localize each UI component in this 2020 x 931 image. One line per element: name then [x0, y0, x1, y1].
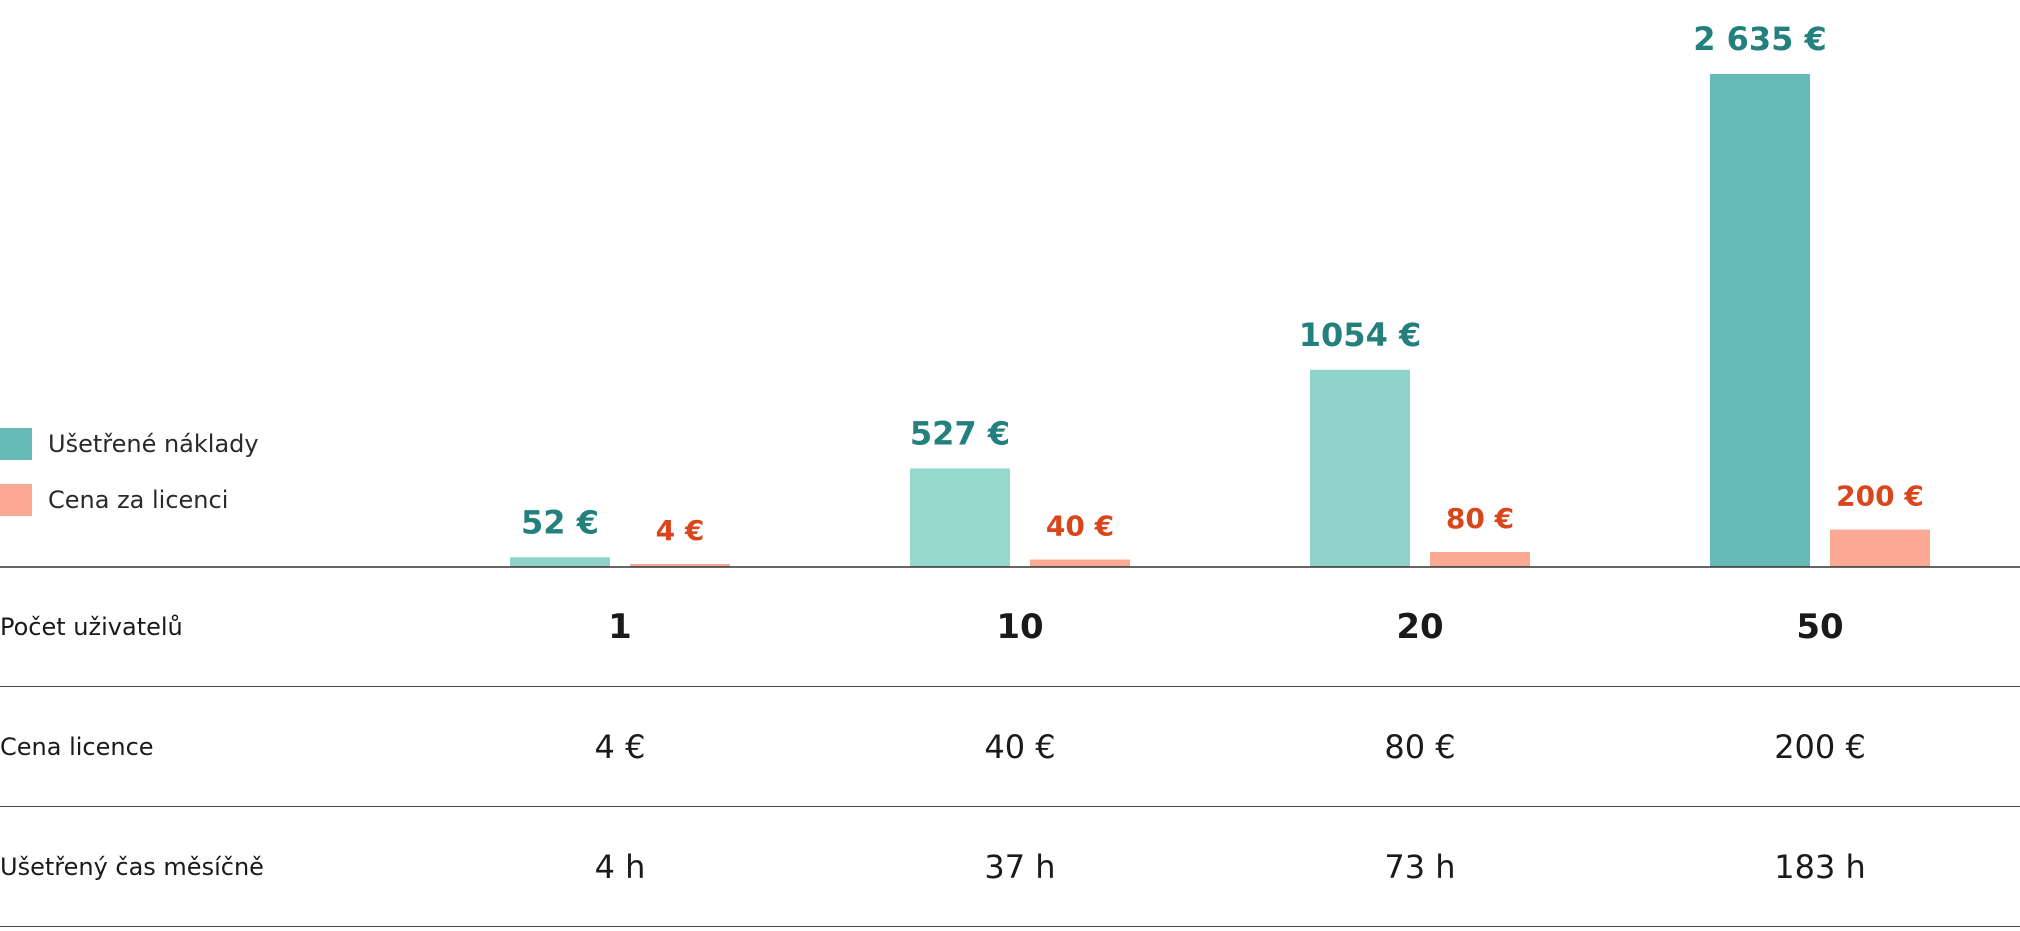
row-label-time-saved: Ušetřený čas měsíčně	[0, 853, 264, 881]
row-license-price: Cena licence 4 € 40 € 80 € 200 €	[0, 687, 2020, 807]
legend-swatch-license	[0, 484, 32, 516]
legend-label-saved: Ušetřené náklady	[48, 430, 259, 458]
bar-license-1	[630, 564, 730, 567]
legend-item-saved: Ušetřené náklady	[0, 428, 259, 460]
data-label-license-50: 200 €	[1836, 480, 1924, 513]
cell-license-price-10: 40 €	[984, 728, 1056, 766]
row-label-users: Počet uživatelů	[0, 613, 183, 641]
cell-time-saved-50: 183 h	[1774, 848, 1866, 886]
cell-license-price-50: 200 €	[1774, 728, 1866, 766]
data-label-saved-10: 527 €	[910, 414, 1010, 452]
row-users: Počet uživatelů 1 10 20 50	[0, 567, 2020, 687]
bar-saved-10	[910, 468, 1010, 567]
data-table: Počet uživatelů 1 10 20 50 Cena licence …	[0, 567, 2020, 927]
cell-time-saved-1: 4 h	[594, 848, 646, 886]
bar-saved-1	[510, 557, 610, 567]
cell-users-50: 50	[1796, 607, 1844, 647]
legend-label-license: Cena za licenci	[48, 486, 229, 514]
bar-license-20	[1430, 552, 1530, 567]
data-label-saved-1: 52 €	[521, 503, 599, 541]
cell-time-saved-10: 37 h	[984, 848, 1056, 886]
data-label-saved-20: 1054 €	[1299, 316, 1421, 354]
cell-time-saved-20: 73 h	[1384, 848, 1456, 886]
legend: Ušetřené náklady Cena za licenci	[0, 428, 259, 540]
cell-users-10: 10	[996, 607, 1044, 647]
data-label-license-20: 80 €	[1446, 502, 1514, 535]
cell-users-20: 20	[1396, 607, 1444, 647]
cell-license-price-1: 4 €	[594, 728, 646, 766]
data-label-license-10: 40 €	[1046, 510, 1114, 543]
data-label-license-1: 4 €	[656, 514, 705, 547]
cell-license-price-20: 80 €	[1384, 728, 1456, 766]
row-label-license-price: Cena licence	[0, 733, 154, 761]
bar-license-50	[1830, 529, 1930, 567]
bar-license-10	[1030, 559, 1130, 567]
legend-swatch-saved	[0, 428, 32, 460]
legend-item-license: Cena za licenci	[0, 484, 259, 516]
row-time-saved: Ušetřený čas měsíčně 4 h 37 h 73 h 183 h	[0, 807, 2020, 927]
cell-users-1: 1	[608, 607, 632, 647]
bar-saved-50	[1710, 74, 1810, 567]
bar-saved-20	[1310, 369, 1410, 567]
data-label-saved-50: 2 635 €	[1693, 20, 1827, 58]
bar-chart: 52 € 527 € 1054 € 2 635 € 4 € 40 € 80 € 200 €	[0, 20, 2020, 568]
